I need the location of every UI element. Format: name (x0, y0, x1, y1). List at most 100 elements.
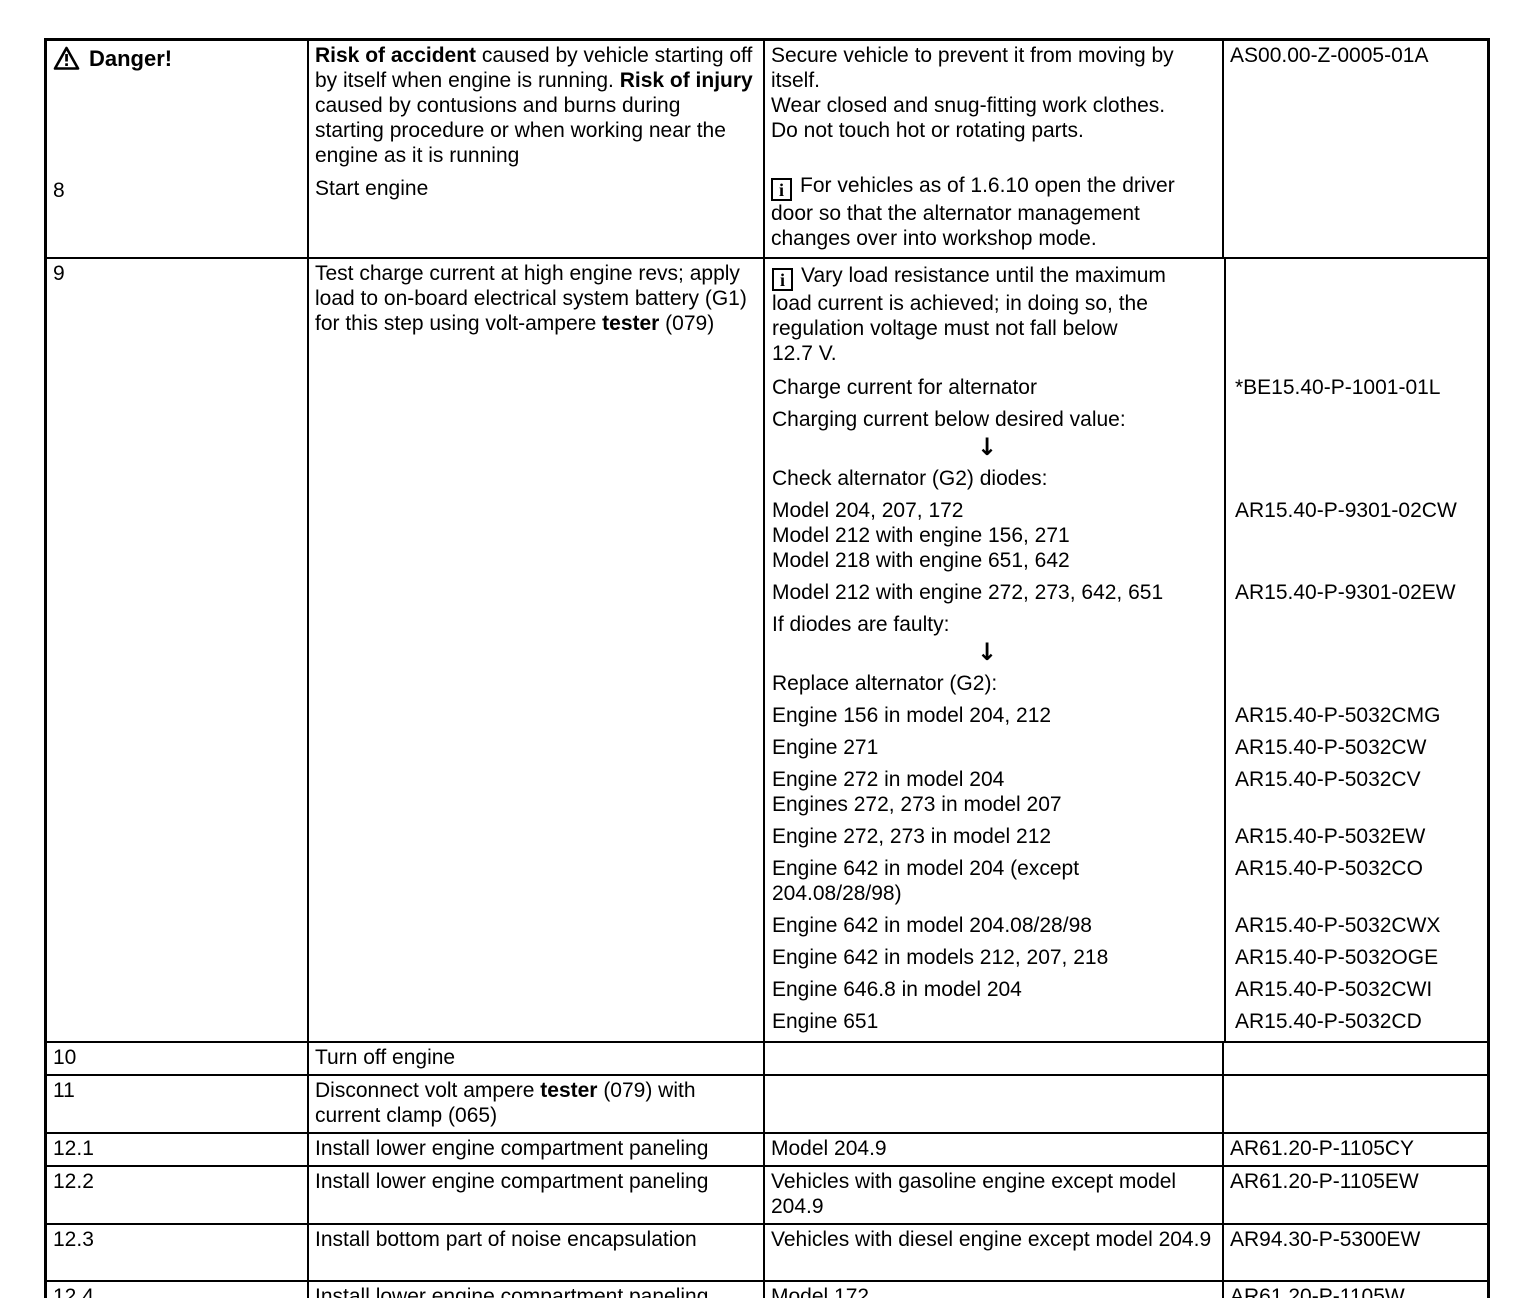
detail-item: Check alternator (G2) diodes: (765, 466, 1487, 498)
document-code: AS00.00-Z-0005-01A (1222, 41, 1487, 257)
condition-line: Engine 642 in models 212, 207, 218 (772, 946, 1109, 969)
description-cell: Risk of accident caused by vehicle start… (307, 41, 763, 257)
condition-line: If diodes are faulty: (772, 613, 950, 636)
step-cell: 10 (47, 1043, 307, 1074)
condition-text: Replace alternator (G2): (765, 671, 1224, 703)
warning-bold-injury: Risk of injury (619, 69, 753, 92)
step-cell: 12.4 (47, 1282, 307, 1298)
condition-text: Model 204, 207, 172 Model 212 with engin… (765, 498, 1224, 580)
step-number: 8 (53, 179, 65, 202)
document-code: AR15.40-P-5032OGE (1224, 945, 1487, 977)
step-row-10: 10 Turn off engine (47, 1041, 1487, 1074)
detail-item: Engine 646.8 in model 204 AR15.40-P-5032… (765, 977, 1487, 1009)
note-line-1: i Vary load resistance until the maximum (772, 263, 1214, 291)
detail-item: Engine 651 AR15.40-P-5032CD (765, 1009, 1487, 1041)
detail-item: Engine 642 in model 204.08/28/98 AR15.40… (765, 913, 1487, 945)
condition-line: Model 218 with engine 651, 642 (772, 549, 1070, 572)
step-row-12-4: 12.4 Install lower engine compartment pa… (47, 1280, 1487, 1298)
note-line-2: load current is achieved; in doing so, t… (772, 292, 1148, 315)
condition-line: Engine 646.8 in model 204 (772, 978, 1022, 1001)
detail-item: Charging current below desired value: (765, 407, 1487, 434)
document-code (1224, 612, 1487, 639)
document-code (1222, 1076, 1487, 1132)
info-note-line-3: changes over into workshop mode. (771, 227, 1097, 250)
info-text: For vehicles as of 1.6.10 open the drive… (800, 174, 1175, 197)
condition-line: Model 212 with engine 272, 273, 642, 651 (772, 581, 1164, 604)
document-code: AR15.40-P-9301-02CW (1224, 498, 1487, 580)
document-code: AR15.40-P-9301-02EW (1224, 580, 1487, 612)
step-number: 10 (53, 1046, 77, 1069)
note-text: i Vary load resistance until the maximum … (765, 259, 1224, 375)
detail-item: Engine 642 in model 204 (except 204.08/2… (765, 856, 1487, 913)
step-cell: 12.2 (47, 1167, 307, 1223)
safety-note-2: Wear closed and snug-fitting work clothe… (771, 94, 1166, 117)
detail-item: If diodes are faulty: (765, 612, 1487, 639)
step-cell: 11 (47, 1076, 307, 1132)
detail-item: Engine 272, 273 in model 212 AR15.40-P-5… (765, 824, 1487, 856)
step-number: 12.3 (53, 1228, 94, 1251)
step-row-11: 11 Disconnect volt ampere tester (079) w… (47, 1074, 1487, 1132)
condition-text: Engine 156 in model 204, 212 (765, 703, 1224, 735)
action-text: Start engine (315, 177, 429, 200)
detail-item: Charge current for alternator *BE15.40-P… (765, 375, 1487, 407)
arrow-container: ↓ (765, 434, 1224, 466)
detail-item: Replace alternator (G2): (765, 671, 1487, 703)
description-cell: Turn off engine (307, 1043, 763, 1074)
document-code (1224, 259, 1487, 375)
condition-line: Engine 156 in model 204, 212 (772, 704, 1052, 727)
description-text-1: Test charge current at high engine revs;… (315, 262, 747, 335)
condition-cell (763, 1043, 1222, 1074)
description-text-2: (079) with current clamp (065) (315, 1079, 696, 1127)
document-code: AR94.30-P-5300EW (1222, 1225, 1487, 1280)
condition-text: Engine 642 in model 204 (except 204.08/2… (765, 856, 1224, 913)
condition-line: Engine 272 in model 204 (772, 768, 1005, 791)
flow-arrow-row: ↓ (765, 639, 1487, 671)
condition-text: Engine 271 (765, 735, 1224, 767)
condition-cell (763, 1076, 1222, 1132)
condition-line: Engine 271 (772, 736, 879, 759)
info-note: i For vehicles as of 1.6.10 open the driv… (771, 173, 1214, 251)
condition-line: Charging current below desired value: (772, 408, 1126, 431)
info-note-line-1: i For vehicles as of 1.6.10 open the driv… (771, 173, 1214, 201)
flow-arrow-row: ↓ (765, 434, 1487, 466)
warning-paragraph: Risk of accident caused by vehicle start… (315, 43, 755, 168)
description-cell: Test charge current at high engine revs;… (307, 259, 763, 1041)
arrow-container: ↓ (765, 639, 1224, 671)
step-number: 12.1 (53, 1137, 94, 1160)
condition-line: Model 204, 207, 172 (772, 499, 964, 522)
description-text-1: Disconnect volt ampere (315, 1079, 541, 1102)
description-cell: Install lower engine compartment panelin… (307, 1134, 763, 1165)
description-cell: Install lower engine compartment panelin… (307, 1167, 763, 1223)
note-line-4: 12.7 V. (772, 342, 837, 365)
condition-line: Engines 272, 273 in model 207 (772, 793, 1062, 816)
description-text-2: (079) (659, 312, 715, 335)
step-number: 9 (53, 262, 65, 285)
condition-text: Engine 651 (765, 1009, 1224, 1041)
condition-cell: Model 204.9 (763, 1134, 1222, 1165)
step-cell: Danger! 8 (47, 41, 307, 257)
step-row-12-1: 12.1 Install lower engine compartment pa… (47, 1132, 1487, 1165)
description-cell: Disconnect volt ampere tester (079) with… (307, 1076, 763, 1132)
detail-item: Engine 272 in model 204 Engines 272, 273… (765, 767, 1487, 824)
step-number: 12.4 (53, 1285, 94, 1298)
document-code (1224, 407, 1487, 434)
detail-item: Engine 642 in models 212, 207, 218 AR15.… (765, 945, 1487, 977)
document-code: AR61.20-P-1105EW (1222, 1167, 1487, 1223)
down-arrow-icon: ↓ (977, 638, 998, 666)
document-code: AR15.40-P-5032CMG (1224, 703, 1487, 735)
document-code: AR15.40-P-5032CWI (1224, 977, 1487, 1009)
condition-line: Model 212 with engine 156, 271 (772, 524, 1070, 547)
danger-header: Danger! (53, 43, 299, 71)
condition-text: Engine 272 in model 204 Engines 272, 273… (765, 767, 1224, 824)
down-arrow-icon: ↓ (977, 433, 998, 461)
condition-line: Engine 642 in model 204.08/28/98 (772, 914, 1092, 937)
procedure-table: Danger! 8 Risk of accident caused by veh… (44, 38, 1490, 1298)
detail-item: Model 204, 207, 172 Model 212 with engin… (765, 498, 1487, 580)
safety-note-1: Secure vehicle to prevent it from moving… (771, 44, 1174, 92)
warning-text-1: caused by vehicle starting off by itself… (315, 44, 753, 92)
note-line-3: regulation voltage must not fall below (772, 317, 1118, 340)
description-cell: Install lower engine compartment panelin… (307, 1282, 763, 1298)
condition-text: Charge current for alternator (765, 375, 1224, 407)
danger-label: Danger! (89, 46, 173, 71)
